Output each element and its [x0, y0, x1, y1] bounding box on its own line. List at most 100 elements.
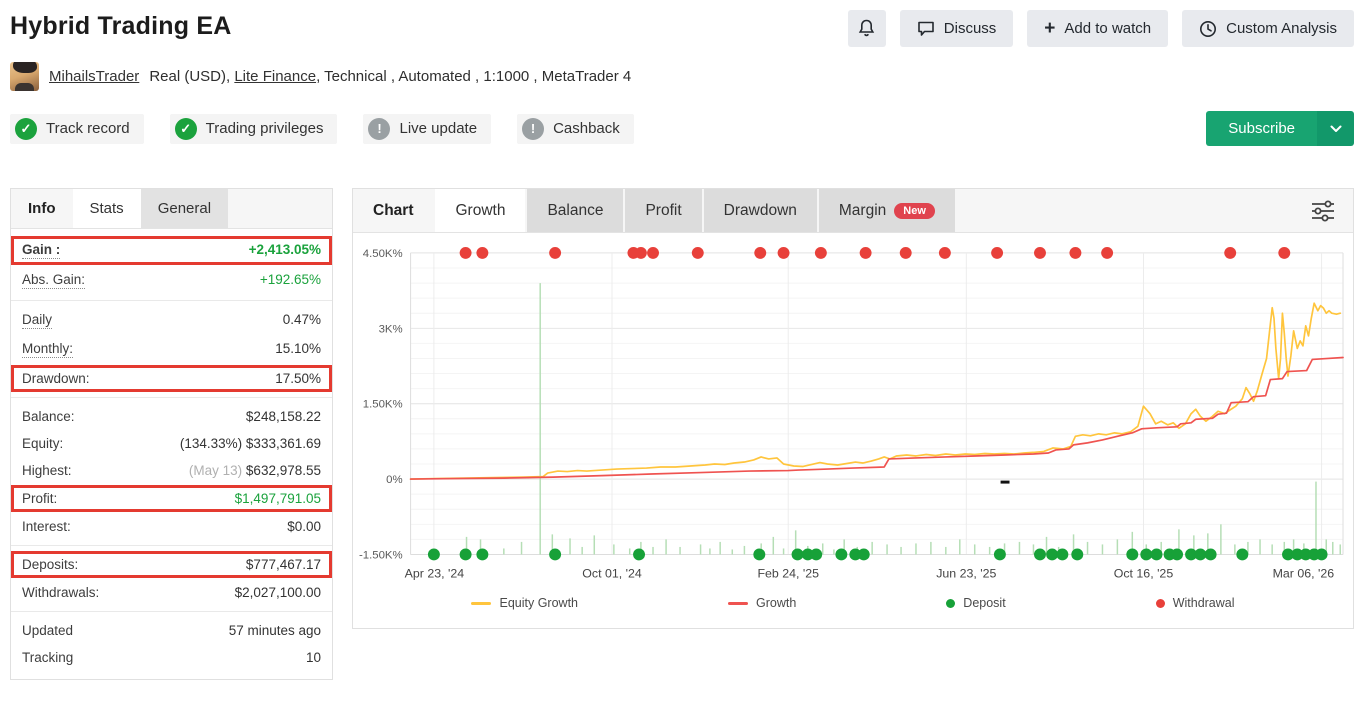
chart-panel: Chart Growth Balance Profit Drawdown Margin Ne…	[352, 188, 1354, 630]
deposit-dot	[1194, 548, 1207, 561]
withdrawal-dot	[938, 246, 951, 259]
badge-label: Trading privileges	[205, 120, 324, 137]
stat-value: $2,027,100.00	[234, 585, 321, 600]
tab-general[interactable]: General	[140, 189, 229, 228]
chart-tab-profit[interactable]: Profit	[625, 189, 702, 232]
broker-link[interactable]: Lite Finance	[234, 68, 317, 85]
account-details: , Technical , Automated , 1:1000 , MetaT…	[316, 68, 632, 85]
y-tick-label: 4.50K%	[363, 248, 403, 260]
stat-row: Deposits: $777,467.17	[11, 551, 332, 578]
page-title: Hybrid Trading EA	[10, 12, 232, 40]
chart-tab-label: Profit	[645, 201, 682, 219]
stat-value: $1,497,791.05	[234, 491, 321, 506]
y-tick-label: -1.50K%	[359, 549, 403, 561]
stats-body: Gain : +2,413.05% Abs. Gain: +192.65% Daily 0…	[11, 229, 332, 679]
deposit-dot	[1171, 548, 1184, 561]
chart-tab-growth[interactable]: Growth	[435, 189, 526, 232]
x-tick-label: Apr 23, '24	[405, 566, 465, 580]
withdrawal-dot	[459, 246, 472, 259]
legend-item-withdrawal[interactable]: Withdrawal	[1155, 596, 1235, 611]
withdrawal-dot	[476, 246, 489, 259]
badge-cashback: ! Cashback	[517, 113, 634, 144]
deposit-dot	[857, 548, 870, 561]
chart-body: 4.50K% 3K% 1.50K% 0% -1.50K% Apr 23, '24 Oct 0…	[353, 233, 1353, 628]
stat-label: Updated	[22, 623, 74, 638]
deposit-dot	[801, 548, 814, 561]
withdrawal-dot	[1069, 246, 1082, 259]
chart-tab-chart[interactable]: Chart	[353, 189, 433, 232]
chart-legend: Equity Growth Growth Deposit Withdrawal	[357, 586, 1349, 626]
page: Hybrid Trading EA Discuss + Add to watch	[10, 8, 1354, 680]
legend-label: Withdrawal	[1172, 596, 1235, 611]
chevron-down-icon[interactable]	[1317, 111, 1354, 146]
deposit-dot	[849, 548, 862, 561]
stat-row: Profit: $1,497,791.05	[11, 485, 332, 512]
header-actions: Discuss + Add to watch Custom Analysis	[847, 8, 1354, 47]
deposit-dot	[1140, 548, 1153, 561]
avatar	[10, 62, 39, 91]
stat-value: 0.47%	[282, 312, 321, 327]
tab-info[interactable]: Info	[28, 200, 56, 217]
stat-label[interactable]: Abs. Gain:	[22, 272, 86, 289]
subscribe-button[interactable]: Subscribe	[1206, 111, 1354, 146]
deposit-dot	[1056, 548, 1069, 561]
discuss-button[interactable]: Discuss	[899, 10, 1014, 47]
stat-row: Equity: (134.33%) $333,361.69	[11, 430, 332, 457]
deposit-dot	[1236, 548, 1249, 561]
stat-label[interactable]: Monthly:	[22, 341, 74, 358]
add-to-watch-label: Add to watch	[1064, 20, 1152, 37]
chat-bubble-icon	[917, 20, 935, 37]
legend-item-equity-growth[interactable]: Equity Growth	[471, 596, 578, 610]
add-to-watch-button[interactable]: + Add to watch	[1027, 10, 1169, 47]
chart-tab-drawdown[interactable]: Drawdown	[703, 189, 817, 232]
bell-icon	[858, 19, 875, 38]
series-equity-growth	[409, 302, 1342, 480]
notifications-button[interactable]	[847, 10, 886, 47]
stat-row: Abs. Gain: +192.65%	[11, 266, 332, 295]
withdrawal-dot	[691, 246, 704, 259]
deposit-dot	[1291, 548, 1304, 561]
x-tick-label: Oct 16, '25	[1114, 566, 1174, 580]
badge-label: Cashback	[553, 120, 620, 137]
chart-settings-button[interactable]	[1309, 198, 1339, 224]
deposit-dot	[1150, 548, 1163, 561]
stat-row: Highest: (May 13) $632,978.55	[11, 457, 332, 484]
username-link[interactable]: MihailsTrader	[49, 68, 140, 85]
deposit-dot	[753, 548, 766, 561]
stat-row: Withdrawals: $2,027,100.00	[11, 579, 332, 606]
stats-tabstrip: Info Stats General	[11, 189, 332, 229]
stat-row: Balance: $248,158.22	[11, 403, 332, 430]
stats-panel: Info Stats General Gain : +2,413.05% Abs. Ga…	[10, 188, 333, 680]
custom-analysis-button[interactable]: Custom Analysis	[1182, 10, 1354, 47]
chart-tab-balance[interactable]: Balance	[527, 189, 624, 232]
stat-value-prefix: (134.33%)	[179, 436, 246, 451]
x-tick-label: Oct 01, '24	[582, 566, 642, 580]
legend-label: Growth	[756, 596, 797, 611]
stat-row: Monthly: 15.10%	[11, 335, 332, 364]
x-tick-label: Mar 06, '26	[1273, 566, 1335, 580]
tab-stats[interactable]: Stats	[72, 189, 141, 228]
x-tick-label: Feb 24, '25	[757, 566, 819, 580]
deposit-dot	[1034, 548, 1046, 561]
deposit-dot	[1046, 548, 1059, 561]
x-tick-label: Jun 23, '25	[936, 566, 996, 580]
legend-item-deposit[interactable]: Deposit	[946, 596, 1006, 610]
withdrawal-dot	[634, 246, 647, 259]
deposit-dot	[1299, 548, 1312, 561]
stat-label: Profit:	[22, 491, 58, 506]
badge-live-update: ! Live update	[363, 113, 492, 144]
withdrawal-dot	[647, 246, 659, 259]
legend-dot-swatch	[1155, 598, 1165, 608]
stat-label[interactable]: Gain :	[22, 242, 61, 259]
withdrawal-dot	[754, 246, 767, 259]
chart-tab-margin[interactable]: Margin New	[818, 189, 955, 232]
stat-row: Interest: $0.00	[11, 513, 332, 540]
stat-label[interactable]: Daily	[22, 312, 53, 329]
stat-value: (134.33%) $333,361.69	[179, 436, 321, 451]
subscribe-label: Subscribe	[1206, 111, 1317, 146]
stat-value-prefix: (May 13)	[188, 463, 246, 478]
withdrawal-dot	[1224, 246, 1237, 259]
stat-value: 15.10%	[275, 341, 321, 356]
legend-item-growth[interactable]: Growth	[728, 596, 796, 610]
growth-chart-svg[interactable]: 4.50K% 3K% 1.50K% 0% -1.50K%Apr 23, '24 Oct 0…	[357, 243, 1349, 586]
